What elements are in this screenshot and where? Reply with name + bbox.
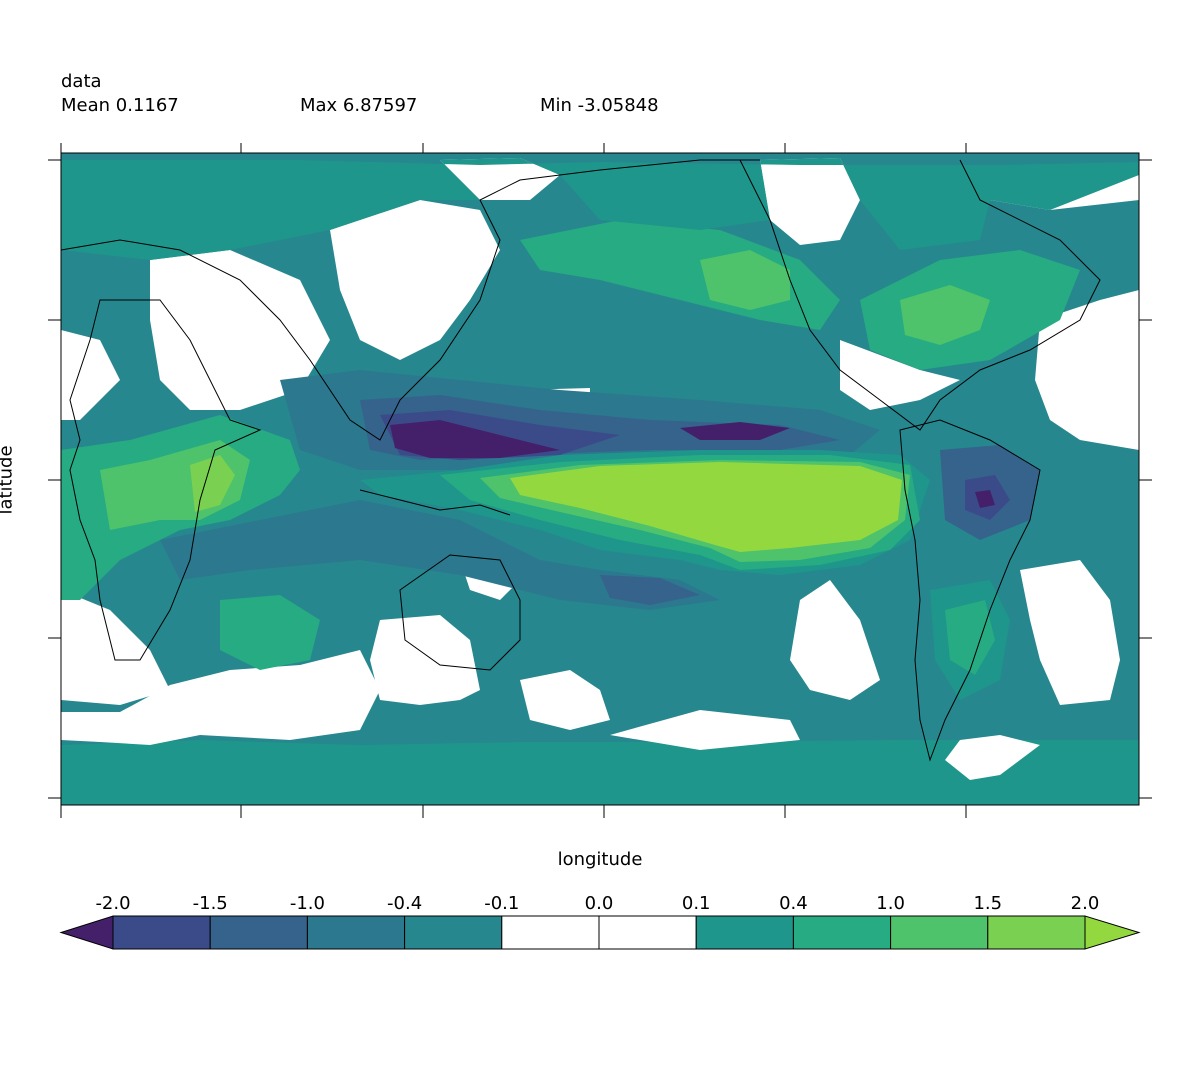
min-stat: Min -3.05848 [540,95,659,116]
variable-name: data [61,71,102,92]
colorbar-extend-high [1084,915,1141,950]
contour-white-south-4 [520,670,610,730]
tick-marks [48,143,1152,818]
contour-brazil-peak [975,490,995,508]
x-axis-title: longitude [557,849,643,870]
colorbar-box [598,915,697,950]
coastline-indonesia [359,489,511,516]
colorbar-tick-label: 0.4 [779,893,808,914]
colorbar-tick-label: 0.0 [584,893,614,914]
contour-white-north-9 [61,330,120,420]
colorbar-tick-label: -1.5 [192,893,228,914]
colorbar [59,915,1141,950]
contour-north-atlantic-core [900,285,990,345]
colorbar-box [112,915,211,950]
contour-indian-negative-core [600,575,700,605]
colorbar-box [501,915,600,950]
max-stat: Max 6.87597 [300,95,418,116]
colorbar-box [890,915,989,950]
coastline-eurasia [61,159,760,441]
contour-white-south-2 [61,650,380,745]
contour-white-south-7 [1020,560,1120,705]
contour-southern-band [61,740,1139,805]
contour-south-america-core [945,600,995,675]
colorbar-box [987,915,1086,950]
contour-white-north-3 [440,158,560,200]
contour-africa-peak [190,455,235,512]
coastline-south-america [899,419,1041,762]
contour-white-north-2 [330,200,500,360]
contour-white-south-3 [370,615,480,705]
coastlines [61,159,1101,762]
contour-indian-negative [160,500,720,610]
coastline-australia [399,554,521,671]
contour-negative-core [390,420,560,458]
colorbar-tick-label: -0.1 [484,893,520,914]
contour-white-north-4 [760,158,860,245]
plot-frame [60,152,1140,806]
contour-arctic-band [61,158,1139,260]
colorbar-box [695,915,794,950]
colorbar-box [209,915,308,950]
contour-white-south-8 [945,735,1040,780]
y-axis-title: latitude [0,445,17,515]
colorbar-tick-label: 1.5 [973,893,1003,914]
coastline-north-america [739,159,1101,431]
contour-white-south-5 [610,710,800,750]
contour-white-south-1 [61,590,170,705]
colorbar-tick-label: 0.1 [681,893,711,914]
contour-field [61,153,1139,805]
colorbar-tick-label: -0.4 [387,893,423,914]
colorbar-tick-label: 1.0 [876,893,905,914]
contour-negative-core-east [680,422,790,440]
colorbar-box [306,915,406,950]
mean-stat: Mean 0.1167 [61,95,179,116]
colorbar-tick-label: 2.0 [1070,893,1100,914]
coastline-africa [69,299,262,661]
contour-white-south-6 [790,580,880,700]
colorbar-tick-label: -1.0 [289,893,325,914]
contour-positive-tongue-core [510,462,902,552]
contour-south-indian-positive [220,595,320,670]
colorbar-box [404,915,503,950]
colorbar-extend-low [59,915,114,950]
contour-white-north-1 [150,250,330,410]
colorbar-tick-label: -2.0 [95,893,131,914]
contour-north-pacific-core [700,250,790,310]
contour-white-north-6 [1035,290,1139,450]
colorbar-box [792,915,892,950]
